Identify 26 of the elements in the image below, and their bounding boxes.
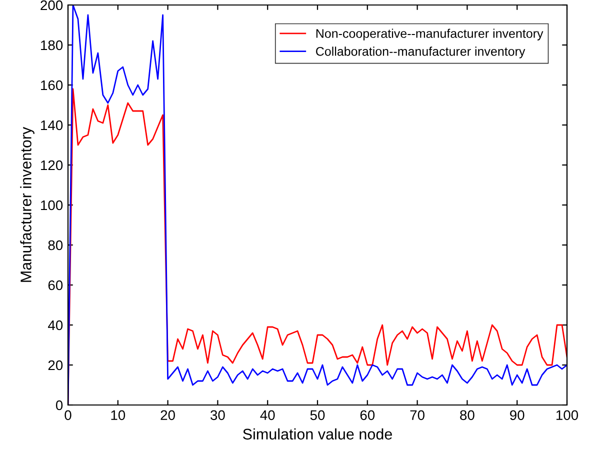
y-tick-label: 20 (48, 360, 63, 370)
legend-label: Collaboration--manufacturer inventory (316, 46, 526, 58)
x-axis-title: Simulation value node (243, 428, 392, 440)
y-tick-label: 60 (48, 280, 63, 290)
y-tick-label: 140 (41, 120, 63, 130)
y-tick-label: 200 (40, 0, 63, 10)
y-tick-label: 120 (41, 160, 63, 170)
y-tick-label: 0 (56, 400, 63, 410)
y-axis-title: Manufacturer inventory (20, 126, 34, 282)
x-tick-label: 100 (556, 410, 578, 420)
x-tick-label: 10 (111, 410, 126, 420)
y-tick-label: 160 (41, 80, 63, 90)
x-tick-label: 60 (360, 410, 375, 420)
x-tick-label: 80 (460, 410, 474, 420)
y-tick-label: 180 (41, 40, 63, 50)
x-tick-label: 50 (310, 410, 325, 420)
x-tick-label: 40 (260, 410, 275, 420)
x-tick-label: 90 (510, 410, 524, 420)
x-tick-label: 20 (160, 410, 175, 420)
y-tick-label: 80 (48, 240, 63, 250)
legend-label: Non-cooperative--manufacturer inventory (316, 28, 544, 40)
x-tick-label: 0 (64, 410, 72, 420)
x-tick-label: 30 (210, 410, 225, 420)
y-tick-label: 100 (41, 200, 63, 210)
x-tick-label: 70 (410, 410, 424, 420)
y-tick-label: 40 (48, 320, 63, 330)
